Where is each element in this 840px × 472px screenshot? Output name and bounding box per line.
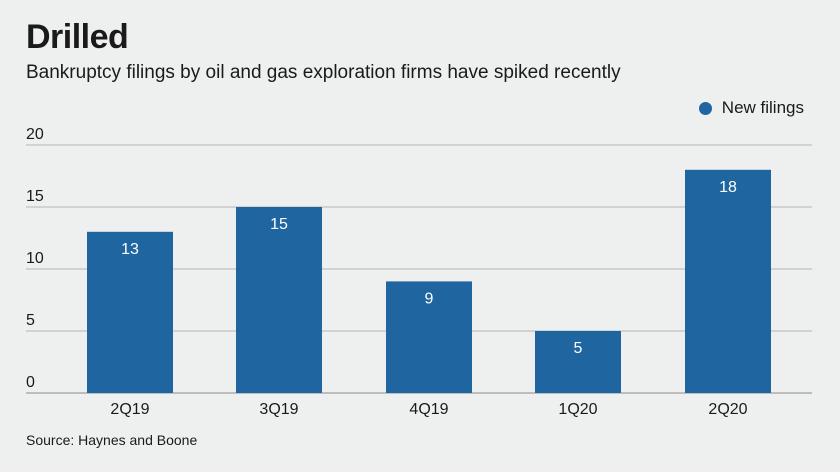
chart-subtitle: Bankruptcy filings by oil and gas explor… (26, 62, 621, 83)
bar-value-label: 15 (270, 216, 288, 233)
bar (535, 331, 621, 393)
y-tick-label: 20 (26, 126, 44, 143)
bar (685, 169, 771, 393)
legend-label: New filings (721, 98, 804, 117)
bar (236, 207, 322, 393)
x-tick-label: 2Q19 (110, 401, 149, 418)
x-tick-label: 2Q20 (708, 401, 747, 418)
chart-legend: New filings (698, 98, 804, 118)
x-tick-label: 3Q19 (259, 401, 298, 418)
bar-value-label: 18 (719, 179, 737, 196)
y-tick-label: 15 (26, 188, 44, 205)
bar-value-label: 13 (121, 241, 139, 258)
x-tick-label: 1Q20 (558, 401, 597, 418)
y-tick-label: 5 (26, 312, 35, 329)
legend-swatch (698, 101, 712, 115)
bar (87, 231, 173, 393)
y-tick-label: 10 (26, 250, 44, 267)
x-tick-label: 4Q19 (409, 401, 448, 418)
bar (386, 281, 472, 393)
y-tick-label: 0 (26, 374, 35, 391)
source-note: Source: Haynes and Boone (26, 432, 198, 448)
bar-value-label: 9 (425, 290, 434, 307)
chart-title: Drilled (26, 18, 129, 56)
bar-value-label: 5 (574, 340, 583, 357)
